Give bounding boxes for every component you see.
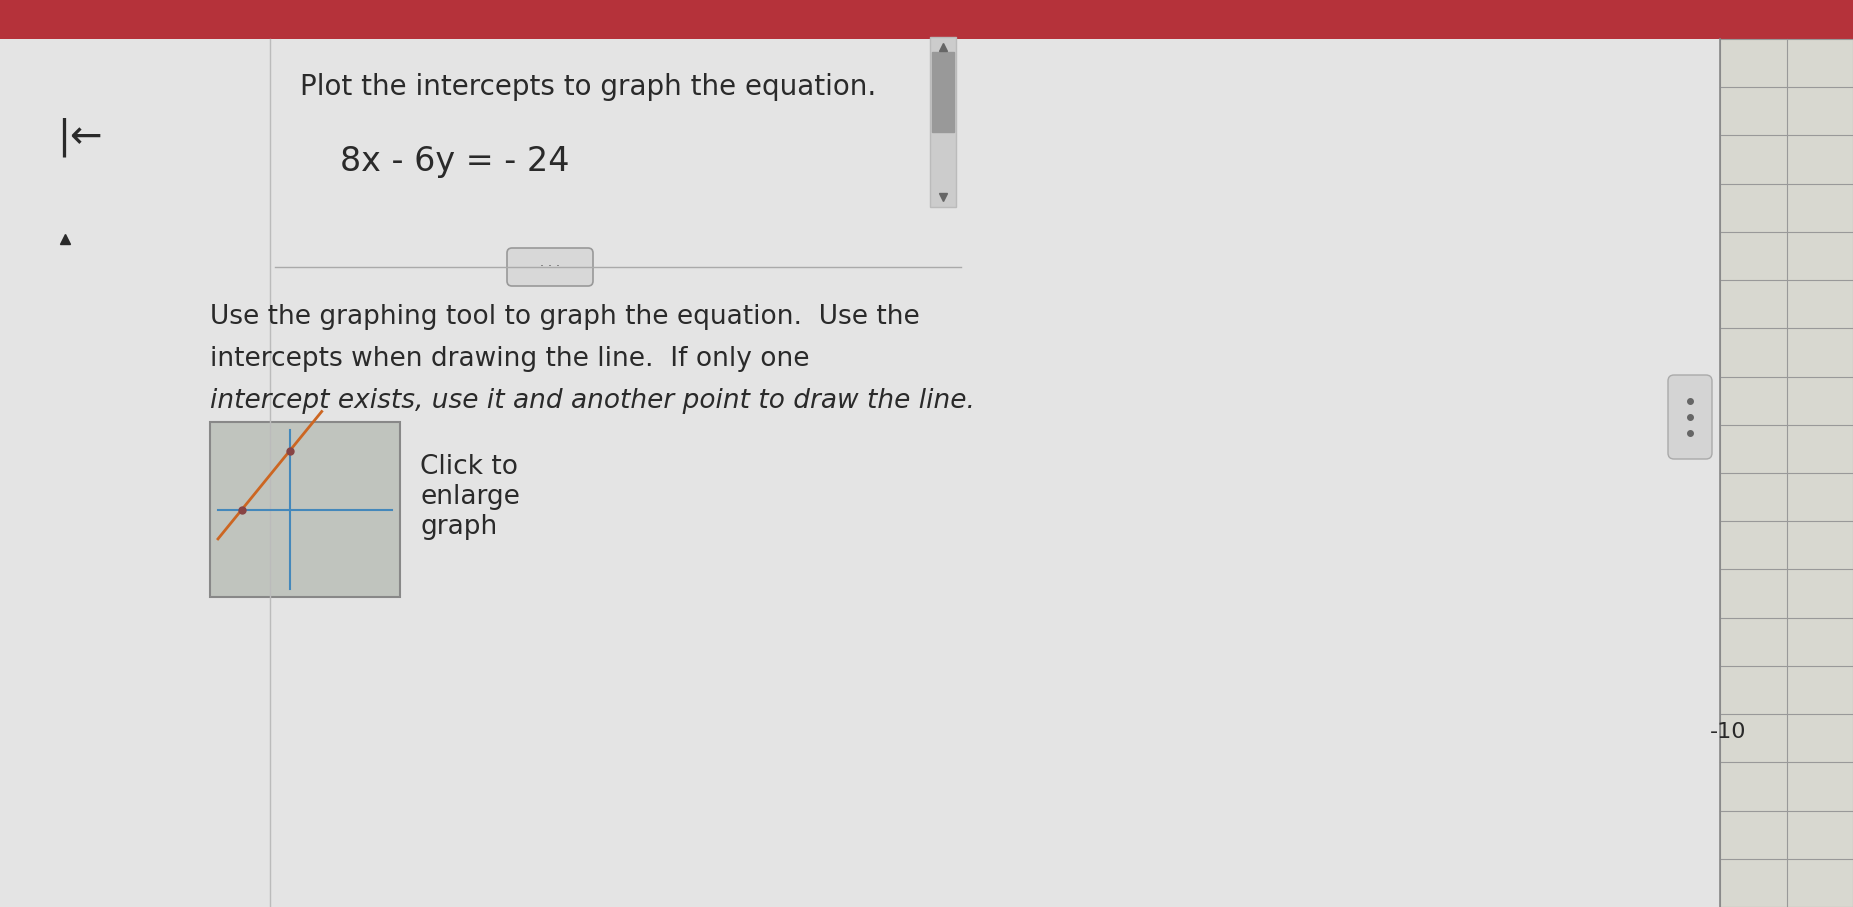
- Text: 8x - 6y = - 24: 8x - 6y = - 24: [339, 145, 569, 179]
- Bar: [930, 37, 956, 207]
- Text: intercepts when drawing the line.  If only one: intercepts when drawing the line. If onl…: [209, 346, 810, 372]
- Text: Use the graphing tool to graph the equation.  Use the: Use the graphing tool to graph the equat…: [209, 304, 919, 330]
- Text: intercept exists, use it and another point to draw the line.: intercept exists, use it and another poi…: [209, 388, 975, 414]
- FancyBboxPatch shape: [1668, 375, 1712, 459]
- Text: -10: -10: [1710, 722, 1747, 742]
- Text: · · ·: · · ·: [539, 260, 560, 274]
- Bar: [209, 422, 400, 597]
- FancyBboxPatch shape: [508, 248, 593, 286]
- Text: Click to: Click to: [421, 454, 519, 480]
- Text: |←: |←: [57, 117, 102, 157]
- Bar: [932, 52, 954, 132]
- Bar: [0, 0, 1853, 39]
- Bar: [1720, 39, 1853, 907]
- Text: enlarge: enlarge: [421, 484, 521, 510]
- Text: graph: graph: [421, 514, 497, 540]
- Text: Plot the intercepts to graph the equation.: Plot the intercepts to graph the equatio…: [300, 73, 876, 101]
